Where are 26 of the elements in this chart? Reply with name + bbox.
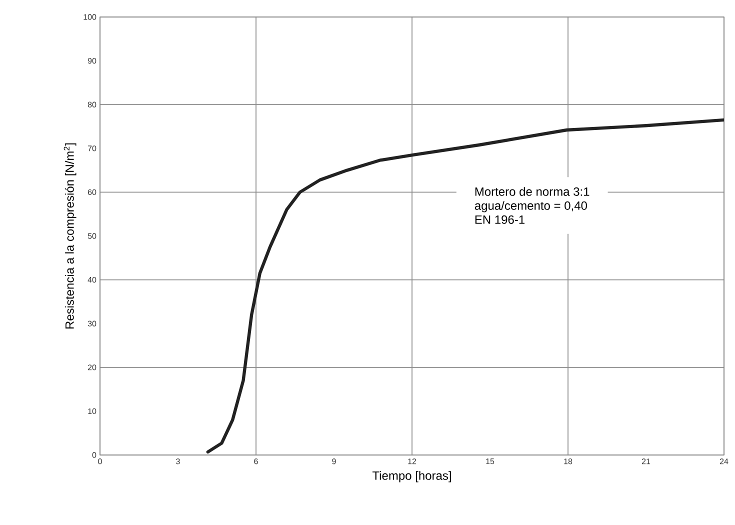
y-tick-label: 50 [88, 233, 96, 239]
x-tick-label: 24 [720, 458, 728, 464]
y-tick-label: 70 [88, 146, 96, 152]
x-tick-label: 6 [254, 458, 258, 464]
x-tick-label: 15 [486, 458, 494, 464]
annotation: EN 196-1 [475, 215, 524, 224]
x-tick-label: 18 [564, 458, 572, 464]
y-tick-label: 10 [88, 408, 96, 414]
line-series [206, 118, 724, 454]
y-tick-label: 40 [88, 276, 96, 283]
y-axis-title: Resistencia a la compresión [N/m$^{2}$] [64, 143, 76, 329]
annotation: Mortero de norma 3:1 [475, 187, 590, 196]
y-tick-label: 100 [84, 14, 96, 20]
x-tick-label: 12 [408, 458, 416, 464]
annotation: agua/cemento = 0,40 [474, 201, 588, 212]
x-tick-label: 9 [332, 458, 336, 464]
x-tick-label: 0 [98, 458, 102, 464]
x-tick-label: 3 [176, 458, 180, 464]
y-tick-label: 60 [88, 189, 96, 196]
y-tick-label: 0 [92, 452, 96, 458]
y-tick-label: 80 [88, 102, 96, 108]
x-tick-label: 21 [642, 458, 650, 464]
y-tick-label: 20 [88, 364, 96, 370]
y-tick-label: 90 [88, 58, 96, 64]
x-axis-title: Tiempo [horas] [372, 471, 451, 482]
y-tick-label: 30 [88, 320, 96, 326]
